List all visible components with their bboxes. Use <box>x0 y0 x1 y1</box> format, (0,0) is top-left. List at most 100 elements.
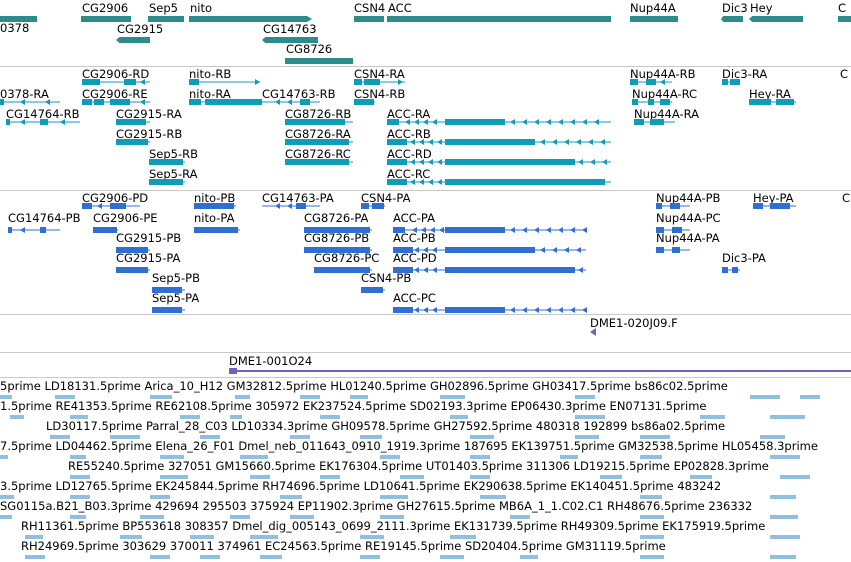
transcript-CG14763-RB-exon[interactable] <box>300 99 310 105</box>
est-feature-mark[interactable] <box>25 535 43 539</box>
est-feature-mark[interactable] <box>440 395 465 399</box>
est-feature-mark[interactable] <box>640 455 662 459</box>
protein-ACC-PC-strand-arrow[interactable] <box>432 307 437 313</box>
transcript-CG14764-RB-strand-arrow[interactable] <box>60 119 65 125</box>
est-feature-mark[interactable] <box>640 555 664 559</box>
protein-ACC-PD-strand-arrow[interactable] <box>578 267 583 273</box>
protein-CG14764-PB-exon[interactable] <box>40 227 46 233</box>
gene-feature-nito[interactable] <box>189 16 312 22</box>
gene-feature-Sep5[interactable] <box>148 16 184 22</box>
est-feature-mark[interactable] <box>380 515 404 519</box>
transcript-ACC-RA-strand-arrow[interactable] <box>432 119 437 125</box>
est-feature-mark[interactable] <box>320 415 340 419</box>
est-feature-mark[interactable] <box>160 455 184 459</box>
transcript-CG8726-RB-exon[interactable] <box>285 119 345 125</box>
protein-CG14763-PA-strand-arrow[interactable] <box>287 203 292 209</box>
protein-CG2906-PD-strand-arrow[interactable] <box>97 203 102 209</box>
gene-feature-Nup44A[interactable] <box>630 16 678 22</box>
transcript-Hey-RA-exon[interactable] <box>776 99 794 105</box>
transcript-ACC-RA-strand-arrow[interactable] <box>405 119 410 125</box>
transcript-CG2906-RE-strand-arrow[interactable] <box>140 99 145 105</box>
protein-Hey-PA-exon[interactable] <box>770 203 790 209</box>
transcript-ACC-RB-strand-arrow[interactable] <box>576 139 581 145</box>
protein-ACC-PA-strand-arrow[interactable] <box>412 227 417 233</box>
gene-feature-CG2915[interactable] <box>116 37 150 43</box>
transcript-ACC-RB-strand-arrow[interactable] <box>540 139 545 145</box>
est-feature-mark[interactable] <box>700 415 725 419</box>
transcript-ACC-RB-strand-arrow[interactable] <box>564 139 569 145</box>
transcript-Nup44A-RC-exon[interactable] <box>660 99 670 105</box>
transcript-ACC-RB-strand-arrow[interactable] <box>419 139 424 145</box>
transcript-nito-RA-exon[interactable] <box>205 99 262 105</box>
est-feature-mark[interactable] <box>470 475 490 479</box>
est-feature-mark[interactable] <box>770 415 805 419</box>
protein-ACC-PC-strand-arrow[interactable] <box>582 307 587 313</box>
transcript-ACC-RB-strand-arrow[interactable] <box>552 139 557 145</box>
transcript-Hey-RA-exon[interactable] <box>749 99 771 105</box>
gene-feature-CG8726[interactable] <box>285 58 353 64</box>
transcript-CG2906-RE-exon[interactable] <box>110 99 130 105</box>
gene-feature-CG2906[interactable] <box>81 16 131 22</box>
est-feature-mark[interactable] <box>230 415 242 419</box>
transcript-nito-RB-strand-arrow[interactable] <box>255 79 260 85</box>
transcript-0378-RA-strand-arrow[interactable] <box>20 99 25 105</box>
protein-ACC-PB-strand-arrow[interactable] <box>564 247 569 253</box>
transcript-Nup44A-RC-exon[interactable] <box>632 99 638 105</box>
est-feature-mark[interactable] <box>140 515 164 519</box>
transcript-ACC-RB-strand-arrow[interactable] <box>600 139 605 145</box>
est-feature-mark[interactable] <box>350 395 368 399</box>
protein-CG8726-PA-exon[interactable] <box>304 227 370 233</box>
est-feature-mark[interactable] <box>380 495 408 499</box>
protein-Nup44A-PC-exon[interactable] <box>656 227 664 233</box>
est-feature-mark[interactable] <box>235 395 250 399</box>
transcript-ACC-RB-exon[interactable] <box>387 139 407 145</box>
protein-ACC-PC-strand-arrow[interactable] <box>414 307 419 313</box>
protein-ACC-PB-strand-arrow[interactable] <box>540 247 545 253</box>
protein-CG2906-PD-exon[interactable] <box>110 203 126 209</box>
est-feature-mark[interactable] <box>640 515 664 519</box>
transcript-CG8726-RA-exon[interactable] <box>285 139 349 145</box>
protein-ACC-PD-exon[interactable] <box>445 267 575 273</box>
protein-Nup44A-PB-exon[interactable] <box>656 203 662 209</box>
transcript-Nup44A-RB-exon[interactable] <box>630 79 638 85</box>
est-feature-mark[interactable] <box>70 475 90 479</box>
est-feature-mark[interactable] <box>320 475 340 479</box>
est-feature-mark[interactable] <box>360 555 380 559</box>
transcript-CSN4-RB-exon[interactable] <box>354 99 374 105</box>
protein-CSN4-PB-exon[interactable] <box>361 287 383 293</box>
est-feature-mark[interactable] <box>70 415 88 419</box>
transcript-Dic3-RA-exon[interactable] <box>730 79 740 85</box>
protein-CG14764-PB-strand-arrow[interactable] <box>20 227 25 233</box>
protein-ACC-PD-strand-arrow[interactable] <box>432 267 437 273</box>
est-feature-mark[interactable] <box>360 435 382 439</box>
protein-ACC-PA-strand-arrow[interactable] <box>570 227 575 233</box>
transcript-ACC-RA-strand-arrow[interactable] <box>558 119 563 125</box>
est-feature-mark[interactable] <box>230 515 250 519</box>
transcript-ACC-RA-strand-arrow[interactable] <box>423 119 428 125</box>
est-feature-mark[interactable] <box>290 515 314 519</box>
gene-feature-0378[interactable] <box>0 16 37 22</box>
transcript-Dic3-RA-exon[interactable] <box>722 79 728 85</box>
est-feature-mark[interactable] <box>640 435 670 439</box>
transcript-ACC-RD-strand-arrow[interactable] <box>428 159 433 165</box>
est-feature-mark[interactable] <box>600 475 622 479</box>
transcript-CG2915-RA-exon[interactable] <box>116 119 146 125</box>
est-feature-mark[interactable] <box>25 555 45 559</box>
protein-CG14764-PB-exon[interactable] <box>8 227 12 233</box>
protein-ACC-PB-strand-arrow[interactable] <box>432 247 437 253</box>
gene-feature-ACC[interactable] <box>387 16 611 22</box>
est-feature-mark[interactable] <box>400 475 424 479</box>
protein-ACC-PC-strand-arrow[interactable] <box>510 307 515 313</box>
est-feature-mark[interactable] <box>150 495 170 499</box>
gene-feature-Dic3[interactable] <box>721 16 743 22</box>
est-feature-mark[interactable] <box>470 435 494 439</box>
est-feature-mark[interactable] <box>250 475 270 479</box>
est-feature-mark[interactable] <box>690 475 712 479</box>
transcript-ACC-RB-strand-arrow[interactable] <box>437 139 442 145</box>
protein-ACC-PA-exon[interactable] <box>393 227 405 233</box>
transcript-CG14764-RB-exon[interactable] <box>40 119 48 125</box>
transcript-ACC-RC-exon[interactable] <box>387 179 407 185</box>
transcript-CG14763-RB-strand-arrow[interactable] <box>287 99 292 105</box>
est-feature-mark[interactable] <box>10 415 24 419</box>
protein-Nup44A-PA-exon[interactable] <box>656 247 664 253</box>
